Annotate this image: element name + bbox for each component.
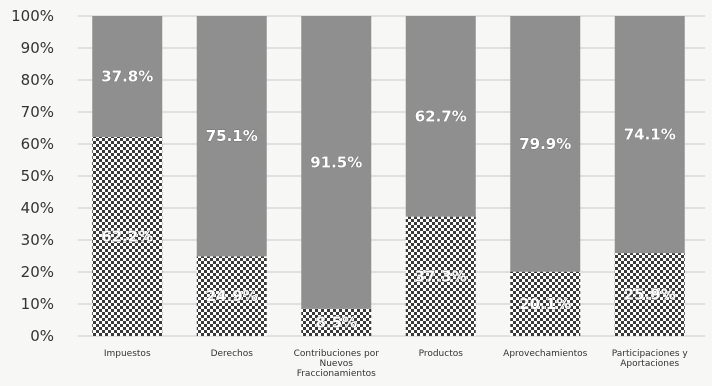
y-tick-label: 40% xyxy=(21,199,54,217)
y-tick-label: 10% xyxy=(21,295,54,313)
y-tick-label: 100% xyxy=(11,7,54,25)
x-tick-label: Contribuciones por Nuevos Fraccionamientos xyxy=(294,349,380,379)
bar-segment-top xyxy=(510,16,581,272)
bar-segment-bottom xyxy=(196,256,267,336)
y-tick-label: 70% xyxy=(21,103,54,121)
y-tick-label: 30% xyxy=(21,231,54,249)
data-label: 20.1% xyxy=(519,295,571,313)
data-label: 62.7% xyxy=(415,107,467,125)
data-label: 79.9% xyxy=(519,135,571,153)
data-label: 75.1% xyxy=(206,127,258,145)
data-label: 37.3% xyxy=(415,267,467,285)
bars xyxy=(92,16,685,336)
data-label: 8.5% xyxy=(315,313,357,331)
y-tick-label: 20% xyxy=(21,263,54,281)
x-tick-label: Derechos xyxy=(211,349,254,359)
bar-segment-bottom xyxy=(614,253,685,336)
data-label: 24.9% xyxy=(206,287,258,305)
y-tick-label: 0% xyxy=(30,327,54,345)
data-label: 91.5% xyxy=(310,153,362,171)
bar-segment-top xyxy=(614,16,685,254)
x-tick-label: Aprovechamientos xyxy=(503,349,587,359)
y-axis-ticks: 0% 10% 20% 30% 40% 50% 60% 70% 80% 90% 100% xyxy=(11,7,54,345)
x-tick-label: Participaciones y Aportaciones xyxy=(612,349,689,369)
grid-lines xyxy=(78,15,705,337)
bar-segment-top xyxy=(301,16,372,309)
x-axis-ticks: Impuestos Derechos Contribuciones por Nuevo… xyxy=(104,349,689,379)
y-tick-label: 80% xyxy=(21,71,54,89)
data-label: 62.2% xyxy=(101,227,153,245)
y-tick-label: 50% xyxy=(21,167,54,185)
bar-segment-bottom xyxy=(405,216,476,336)
x-tick-label: Productos xyxy=(419,349,464,359)
data-label: 37.8% xyxy=(101,67,153,85)
bar-segment-bottom xyxy=(92,136,163,336)
x-tick-label: Impuestos xyxy=(104,349,151,359)
bar-segment-top xyxy=(405,16,476,217)
bar-segment-top xyxy=(92,16,163,137)
bar-segment-bottom xyxy=(510,271,581,336)
y-tick-label: 60% xyxy=(21,135,54,153)
bar-segment-bottom xyxy=(301,308,372,336)
y-tick-label: 90% xyxy=(21,39,54,57)
data-labels: 62.2% 37.8% 24.9% 75.1% 8.5% 91.5% 37.3% 62.7% 2… xyxy=(101,67,676,332)
bar-segment-top xyxy=(196,16,267,257)
data-label: 25.9% xyxy=(624,286,676,304)
data-label: 74.1% xyxy=(624,126,676,144)
